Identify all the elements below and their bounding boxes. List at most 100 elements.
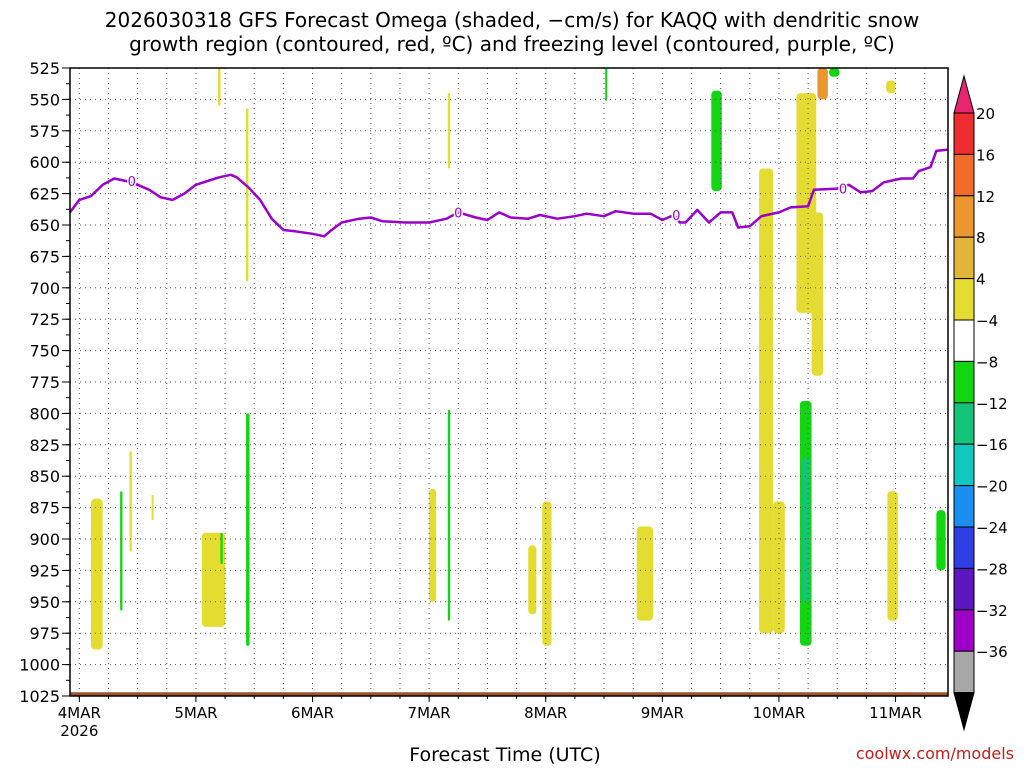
chart-title-line-2: growth region (contoured, red, ºC) and f…: [129, 32, 895, 56]
colorbar: 20 16 12 8 4 −4 −8 −12 −16 −20 −24 −28 −32 −36: [953, 74, 1008, 732]
y-tick-label: 725: [29, 310, 60, 329]
omega-region: [120, 491, 123, 611]
omega-region: [201, 532, 226, 627]
chart-title: 2026030318 GFS Forecast Omega (shaded, −…: [0, 8, 1024, 56]
colorbar-bin: [953, 360, 975, 404]
y-tick-label: 525: [29, 59, 60, 78]
colorbar-label: 8: [976, 229, 986, 247]
freezing-level-label: 0: [454, 206, 462, 221]
omega-region: [218, 68, 221, 106]
omega-region: [711, 90, 722, 192]
omega-region: [605, 68, 608, 101]
omega-region: [829, 68, 840, 77]
y-tick-label: 600: [29, 153, 60, 172]
colorbar-top-arrow: [953, 74, 975, 114]
omega-region: [811, 212, 824, 376]
y-tick-label: 1025: [19, 687, 60, 706]
y-axis-ticks: 525 550 575 600 625 650 675 700 725 750 775 800 825 8…: [19, 59, 70, 706]
colorbar-label: −12: [976, 395, 1008, 413]
y-tick-label: 900: [29, 530, 60, 549]
y-tick-label: 1000: [19, 656, 60, 675]
y-tick-label: 750: [29, 342, 60, 361]
y-tick-label: 675: [29, 247, 60, 266]
y-tick-label: 975: [29, 624, 60, 643]
y-tick-label: 550: [29, 90, 60, 109]
omega-region: [542, 501, 552, 646]
omega-region: [802, 457, 810, 602]
colorbar-label: 16: [976, 146, 995, 164]
colorbar-bin: [953, 443, 975, 487]
y-tick-label: 825: [29, 436, 60, 455]
omega-region: [129, 451, 132, 552]
colorbar-bin: [953, 609, 975, 652]
colorbar-bin: [953, 650, 975, 694]
y-tick-label: 850: [29, 467, 60, 486]
x-tick-label: 9MAR: [641, 704, 684, 722]
colorbar-bin: [953, 278, 975, 321]
colorbar-label: −36: [976, 643, 1008, 661]
colorbar-bin: [953, 485, 975, 528]
x-tick-label: 4MAR: [58, 704, 101, 722]
omega-region: [636, 526, 654, 621]
freezing-level-label: 0: [128, 175, 136, 190]
y-tick-label: 775: [29, 373, 60, 392]
omega-region: [796, 93, 817, 313]
omega-region: [447, 409, 451, 621]
omega-shaded-regions: [90, 68, 946, 650]
omega-region: [936, 510, 946, 571]
y-tick-label: 875: [29, 499, 60, 518]
colorbar-label: 20: [976, 105, 995, 123]
colorbar-label: −4: [976, 312, 998, 330]
omega-region: [429, 488, 437, 602]
credit-link[interactable]: coolwx.com/models: [855, 744, 1014, 763]
colorbar-bin: [953, 567, 975, 611]
omega-region: [220, 532, 223, 565]
omega-region: [90, 498, 103, 650]
colorbar-label: −24: [976, 519, 1008, 537]
freezing-level-contour: 0 0 0 0: [68, 148, 949, 238]
x-axis-title: Forecast Time (UTC): [409, 744, 601, 766]
freezing-level-label: 0: [839, 183, 847, 198]
x-tick-sublabel: 2026: [60, 722, 98, 740]
x-tick-label: 11MAR: [869, 704, 922, 722]
colorbar-label: −8: [976, 353, 998, 371]
omega-region: [151, 495, 154, 521]
omega-region: [246, 413, 250, 646]
x-tick-label: 10MAR: [753, 704, 806, 722]
colorbar-bin: [953, 526, 975, 569]
grid-lines: [70, 68, 948, 696]
omega-region: [817, 68, 828, 100]
y-tick-label: 625: [29, 185, 60, 204]
ground-band: [70, 692, 948, 696]
x-tick-label: 5MAR: [174, 704, 217, 722]
colorbar-bin: [953, 153, 975, 197]
omega-region: [773, 501, 785, 634]
ground-band-fill: [70, 692, 948, 696]
omega-region: [528, 545, 537, 615]
colorbar-bottom-arrow: [953, 692, 975, 732]
colorbar-label: 4: [976, 271, 986, 289]
colorbar-bin: [953, 195, 975, 238]
y-tick-label: 950: [29, 593, 60, 612]
plot-border: [69, 67, 949, 697]
omega-region: [246, 108, 249, 282]
colorbar-bin: [953, 319, 975, 362]
omega-region: [886, 80, 896, 94]
y-tick-label: 700: [29, 279, 60, 298]
colorbar-label: −28: [976, 560, 1008, 578]
freezing-level-line: [68, 148, 949, 238]
y-tick-label: 925: [29, 561, 60, 580]
colorbar-bin: [953, 236, 975, 280]
omega-region: [447, 93, 451, 169]
freezing-level-label: 0: [672, 209, 680, 224]
chart-title-line-1: 2026030318 GFS Forecast Omega (shaded, −…: [104, 8, 920, 32]
colorbar-label: −20: [976, 478, 1008, 496]
colorbar-label: −32: [976, 602, 1008, 620]
omega-region: [887, 491, 898, 621]
x-tick-label: 7MAR: [408, 704, 451, 722]
y-tick-label: 650: [29, 216, 60, 235]
x-tick-label: 6MAR: [291, 704, 334, 722]
colorbar-label: −16: [976, 436, 1008, 454]
